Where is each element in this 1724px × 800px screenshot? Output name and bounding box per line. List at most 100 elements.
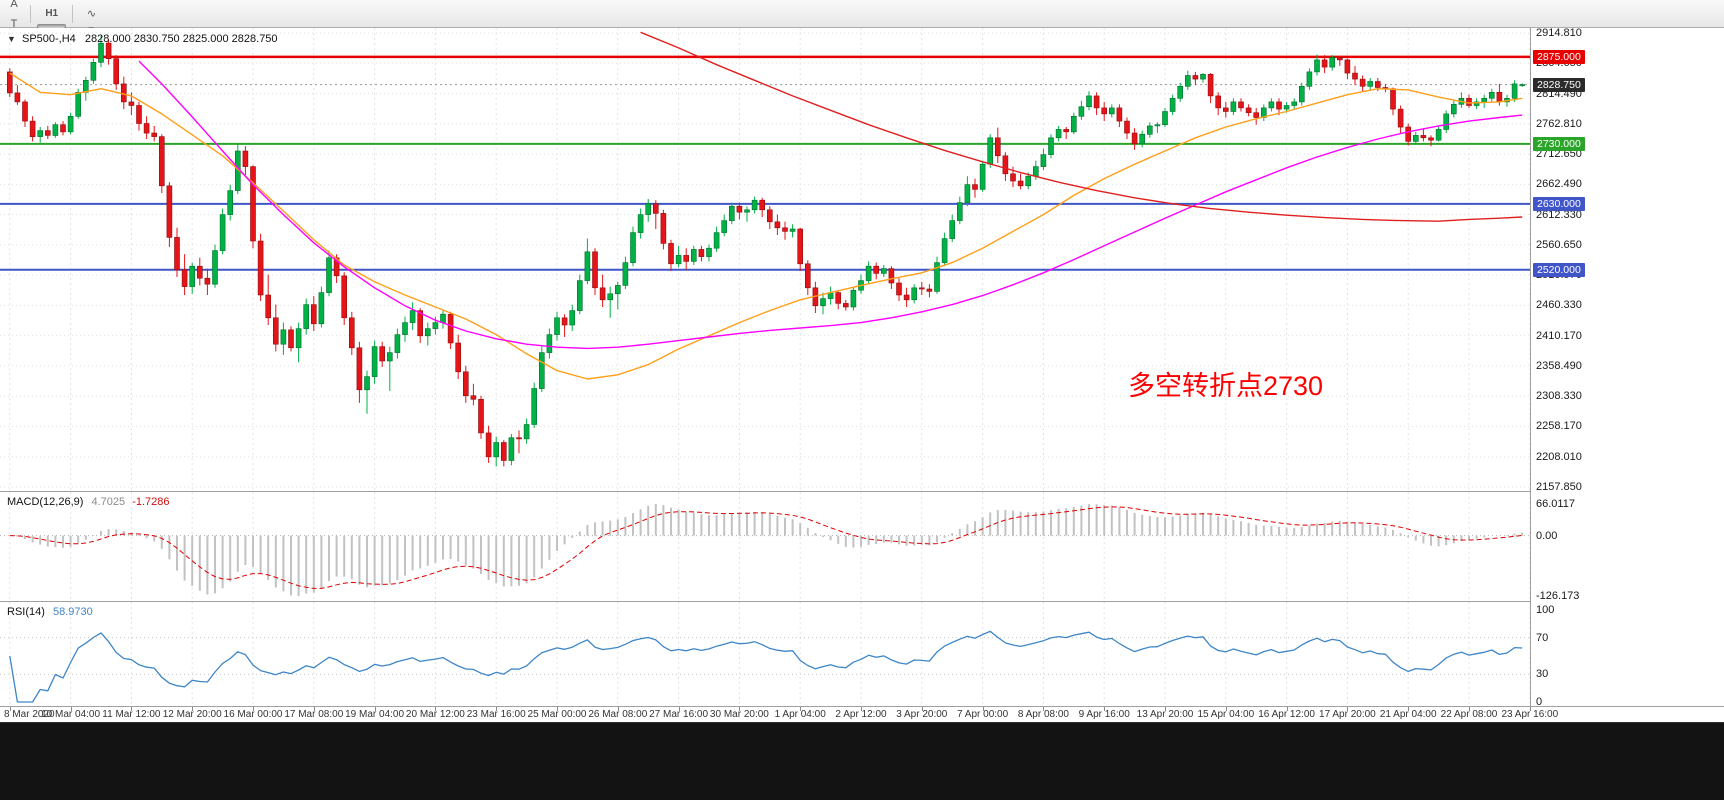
macd-signal-value: -1.7286 [132, 496, 170, 508]
hline-price-badge: 2520.000 [1533, 262, 1585, 277]
time-axis-label: 13 Apr 20:00 [1136, 709, 1194, 720]
time-tick-mark [1165, 707, 1166, 711]
ma-fast-orange [9, 72, 1523, 380]
price-axis-label: 2662.490 [1536, 178, 1582, 191]
price-axis-label: 2460.330 [1536, 299, 1582, 312]
time-tick-mark [9, 707, 11, 711]
time-tick-mark [557, 707, 558, 711]
rsi-name: RSI(14) [7, 606, 45, 618]
time-axis-label: 23 Apr 16:00 [1501, 709, 1559, 720]
time-tick-mark [253, 707, 254, 711]
macd-panel[interactable] [0, 492, 1530, 602]
time-tick-mark [435, 707, 437, 711]
time-axis-label: 8 Mar 2020 [4, 709, 55, 720]
hline-price-badge: 2730.000 [1533, 136, 1585, 151]
time-axis-label: 8 Apr 08:00 [1017, 709, 1069, 720]
macd-axis-label: 0.00 [1536, 529, 1558, 542]
arrow-tool-button[interactable]: A [10, 0, 18, 10]
time-tick-mark [1529, 707, 1531, 711]
time-axis-label: 19 Mar 04:00 [345, 709, 405, 720]
rsi-indicator-label: RSI(14) 58.9730 [7, 606, 93, 618]
time-axis-label: 17 Apr 20:00 [1319, 709, 1376, 720]
time-tick-mark [1469, 707, 1470, 711]
time-tick-mark [131, 707, 133, 711]
time-axis-label: 16 Mar 00:00 [223, 709, 283, 720]
time-tick-mark [70, 707, 72, 711]
rsi-axis-label: 0 [1536, 696, 1543, 708]
macd-axis-label: -126.173 [1536, 590, 1580, 602]
time-axis-label: 12 Mar 20:00 [162, 709, 222, 720]
time-axis-label: 2 Apr 12:00 [835, 709, 887, 720]
price-axis[interactable]: 2914.8102864.6502814.4902762.8102712.650… [1531, 27, 1724, 708]
price-axis-label: 2410.170 [1536, 329, 1582, 342]
chart-dropdown-caret-icon[interactable]: ▼ [7, 34, 16, 44]
toolbar-separator [72, 4, 74, 23]
time-axis-label: 20 Mar 12:00 [405, 709, 465, 720]
rsi-axis-label: 70 [1536, 631, 1549, 644]
rsi-panel-divider[interactable] [0, 601, 1724, 602]
rsi-axis-label: 100 [1536, 604, 1555, 616]
time-axis-label: 17 Mar 08:00 [284, 709, 344, 720]
time-tick-mark [1043, 707, 1045, 711]
price-axis-label: 2560.650 [1536, 238, 1582, 251]
time-axis-label: 22 Apr 08:00 [1440, 709, 1498, 720]
macd-main-value: 4.7025 [91, 496, 126, 508]
time-axis-label: 9 Apr 16:00 [1078, 709, 1130, 720]
symbol-period-label: SP500-,H4 [21, 33, 76, 45]
rsi-axis-label: 30 [1536, 668, 1549, 681]
time-axis-label: 7 Apr 00:00 [957, 709, 1009, 720]
chart-title: ▼ SP500-,H4 2828.000 2830.750 2825.000 2… [7, 33, 278, 45]
time-axis-label: 10 Mar 04:00 [41, 709, 101, 720]
rsi-panel[interactable] [0, 602, 1530, 706]
hline-price-badge: 2875.000 [1533, 49, 1585, 64]
time-tick-mark [617, 707, 619, 711]
price-axis-label: 2157.850 [1536, 481, 1582, 493]
candles [7, 35, 1525, 467]
price-axis-label: 2612.330 [1536, 208, 1582, 221]
price-axis-label: 2358.490 [1536, 359, 1582, 372]
rsi-line [9, 630, 1523, 703]
bottom-dark-strip [0, 722, 1724, 800]
time-axis-label: 26 Mar 08:00 [588, 709, 648, 720]
time-axis-label: 16 Apr 12:00 [1258, 709, 1315, 720]
current-price-badge: 2828.750 [1533, 77, 1585, 92]
time-axis-label: 23 Mar 16:00 [466, 709, 526, 720]
candlestick-chart-icon[interactable]: ▮ [79, 0, 103, 4]
time-tick-mark [1347, 707, 1349, 711]
time-tick-mark [1104, 707, 1106, 711]
line-chart-icon[interactable]: ∿ [86, 8, 97, 20]
time-tick-mark [739, 707, 741, 711]
hline-price-badge: 2630.000 [1533, 196, 1585, 211]
time-tick-mark [1225, 707, 1227, 711]
time-axis-label: 30 Mar 20:00 [709, 709, 769, 720]
time-axis-label: 21 Apr 04:00 [1379, 709, 1437, 720]
macd-histogram [16, 504, 1524, 596]
time-tick-mark [1408, 707, 1410, 711]
price-axis-label: 2712.650 [1536, 148, 1582, 161]
toolbar-separator [30, 4, 31, 23]
price-axis-label: 2258.170 [1536, 420, 1582, 433]
top-toolbar: ≣AT+ M1M5M15M30H1H4D1W1MN ‖▮∿+− [0, 0, 1724, 99]
time-axis-label: 11 Mar 12:00 [102, 709, 161, 720]
time-tick-mark [313, 707, 315, 711]
time-tick-mark [1286, 707, 1288, 711]
price-chart[interactable] [0, 28, 1530, 492]
price-axis-label: 2762.810 [1536, 117, 1582, 130]
time-tick-mark [982, 707, 984, 711]
chart-annotation-text: 多空转折点2730 [1128, 371, 1324, 401]
macd-signal-line [9, 506, 1523, 589]
time-axis-label: 15 Apr 04:00 [1197, 709, 1255, 720]
chart-window: 2914.8102864.6502814.4902762.8102712.650… [0, 27, 1724, 708]
timeframe-h1[interactable]: H1 [45, 8, 59, 19]
time-axis-label: 1 Apr 04:00 [774, 709, 826, 720]
time-axis-label: 25 Mar 00:00 [527, 709, 587, 720]
macd-panel-divider[interactable] [0, 491, 1724, 492]
time-axis[interactable]: 8 Mar 2020 10 Mar 04:00 11 Mar 12:00 12 Mar… [0, 706, 1724, 722]
text-tool-button[interactable]: T [10, 17, 18, 30]
timeframe-m30[interactable]: M30 [37, 0, 66, 4]
price-axis-label: 2208.010 [1536, 450, 1582, 463]
time-tick-mark [861, 707, 862, 711]
time-tick-mark [374, 707, 376, 711]
time-tick-mark [800, 707, 802, 711]
macd-axis-label: 66.0117 [1536, 498, 1575, 510]
